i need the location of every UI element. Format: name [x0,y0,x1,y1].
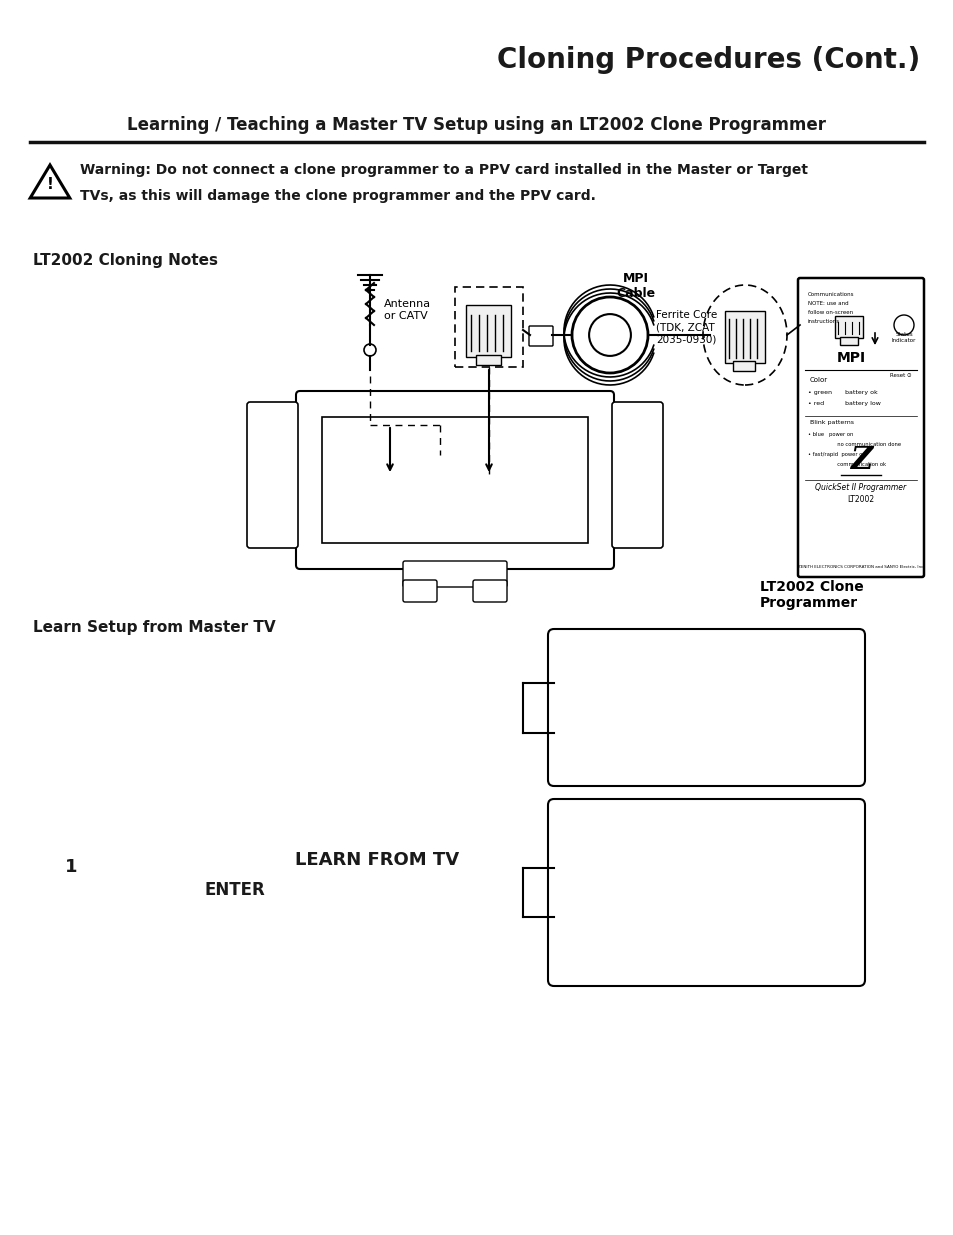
Text: battery low: battery low [844,400,880,405]
Circle shape [364,345,375,356]
Circle shape [572,296,647,373]
Circle shape [893,315,913,335]
Text: MPI: MPI [836,351,864,366]
Text: MPI
Cable: MPI Cable [616,272,655,300]
Text: Blink patterns: Blink patterns [809,420,853,425]
Text: Learn Setup from Master TV: Learn Setup from Master TV [33,620,275,635]
FancyBboxPatch shape [402,580,436,601]
FancyBboxPatch shape [247,403,297,548]
FancyBboxPatch shape [402,561,506,587]
Text: Cloning Procedures (Cont.): Cloning Procedures (Cont.) [497,46,919,74]
Text: !: ! [47,177,53,191]
Text: battery ok: battery ok [844,389,877,394]
Text: NOTE: use and: NOTE: use and [807,301,848,306]
Text: TVs, as this will damage the clone programmer and the PPV card.: TVs, as this will damage the clone progr… [80,189,596,203]
Bar [322,417,587,543]
Text: LEARN FROM TV: LEARN FROM TV [294,851,458,869]
Text: • green: • green [807,389,831,394]
FancyBboxPatch shape [797,278,923,577]
Text: ZENITH ELECTRONICS CORPORATION and SANYO Electric, Inc.: ZENITH ELECTRONICS CORPORATION and SANYO… [797,564,923,569]
Text: QuickSet II Programmer: QuickSet II Programmer [815,483,905,492]
Text: Ferrite Core
(TDK, ZCAT
2035-0930): Ferrite Core (TDK, ZCAT 2035-0930) [656,310,717,345]
FancyBboxPatch shape [547,799,864,986]
FancyBboxPatch shape [529,326,553,346]
FancyBboxPatch shape [295,391,614,569]
FancyBboxPatch shape [547,629,864,785]
Text: LT2002 Cloning Notes: LT2002 Cloning Notes [33,252,218,268]
Ellipse shape [702,285,786,385]
Text: follow on-screen: follow on-screen [807,310,852,315]
Text: no communication done: no communication done [807,441,901,447]
Text: • red: • red [807,400,823,405]
Bar [834,316,862,338]
Text: 1: 1 [65,858,77,876]
Text: Antenna
or CATV: Antenna or CATV [384,299,431,321]
Text: Communications: Communications [807,291,854,296]
Bar [732,361,754,370]
Bar [476,354,500,366]
Text: Learning / Teaching a Master TV Setup using an LT2002 Clone Programmer: Learning / Teaching a Master TV Setup us… [128,116,825,135]
Bar [840,337,857,345]
Text: Status
Indicator: Status Indicator [891,332,915,343]
Text: Reset ⊙: Reset ⊙ [889,373,911,378]
FancyBboxPatch shape [473,580,506,601]
Text: instructions: instructions [807,319,840,324]
Text: Color: Color [809,377,827,383]
Bar [724,311,764,363]
Text: • blue   power on: • blue power on [807,431,853,436]
Text: communication ok: communication ok [807,462,885,467]
Text: Warning: Do not connect a clone programmer to a PPV card installed in the Master: Warning: Do not connect a clone programm… [80,163,807,177]
Text: ENTER: ENTER [205,881,266,899]
Text: Z: Z [849,445,871,475]
Text: LT2002 Clone
Programmer: LT2002 Clone Programmer [760,580,862,610]
FancyBboxPatch shape [612,403,662,548]
Bar [455,287,522,367]
Text: • fast/rapid  power on: • fast/rapid power on [807,452,864,457]
Bar [465,305,511,357]
Text: LT2002: LT2002 [846,494,874,504]
Circle shape [589,314,630,356]
